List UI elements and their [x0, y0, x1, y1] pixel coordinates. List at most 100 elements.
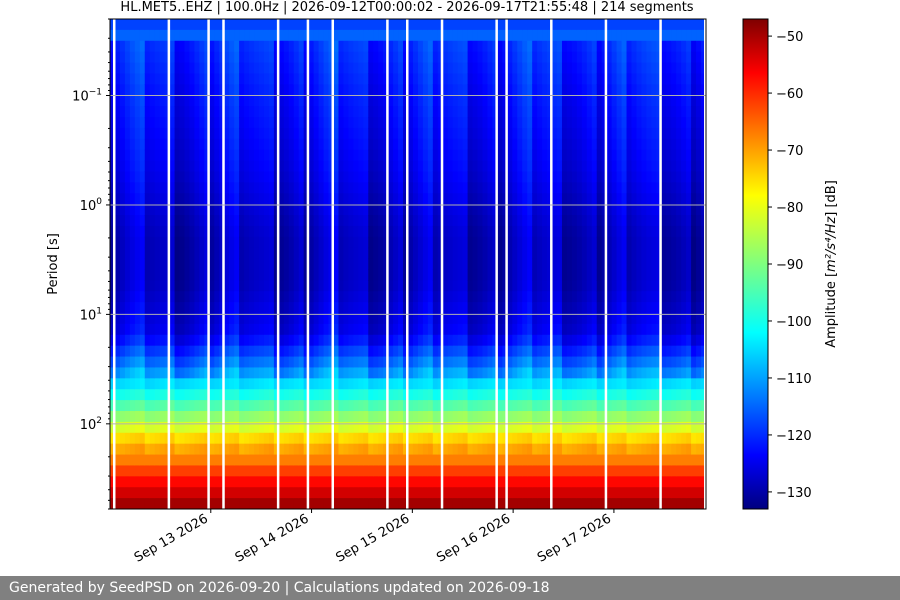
heatmap-cell	[586, 432, 593, 445]
heatmap-cell	[457, 313, 464, 325]
heatmap-cell	[542, 138, 548, 151]
heatmap-cell	[432, 182, 439, 194]
heatmap-cell	[616, 432, 623, 445]
heatmap-cell	[298, 411, 305, 423]
heatmap-cell	[442, 345, 449, 358]
heatmap-cell	[114, 367, 121, 379]
heatmap-cell	[293, 95, 300, 107]
heatmap-cell	[561, 280, 568, 292]
heatmap-cell	[273, 443, 280, 456]
heatmap-cell	[601, 127, 608, 140]
heatmap-cell	[363, 247, 369, 260]
heatmap-cell	[398, 421, 404, 434]
heatmap-cell	[427, 476, 434, 488]
heatmap-cell	[398, 171, 404, 183]
heatmap-cell	[616, 389, 623, 401]
heatmap-cell	[452, 432, 459, 445]
heatmap-cell	[482, 51, 489, 64]
heatmap-cell	[412, 258, 419, 271]
heatmap-cell	[502, 117, 508, 129]
heatmap-cell	[244, 182, 250, 194]
heatmap-cell	[557, 269, 563, 281]
heatmap-cell	[487, 280, 494, 292]
heatmap-cell	[199, 421, 205, 434]
heatmap-cell	[398, 95, 404, 107]
heatmap-cell	[194, 280, 200, 292]
heatmap-cell	[308, 171, 315, 183]
heatmap-cell	[472, 215, 479, 227]
heatmap-cell	[408, 411, 414, 423]
heatmap-cell	[358, 432, 364, 445]
heatmap-cell	[512, 29, 518, 42]
heatmap-cell	[571, 95, 578, 107]
heatmap-cell	[487, 160, 494, 173]
heatmap-cell	[427, 51, 434, 64]
heatmap-cell	[244, 95, 250, 107]
heatmap-cell	[189, 411, 196, 423]
heatmap-cell	[601, 95, 608, 107]
heatmap-cell	[482, 400, 489, 412]
heatmap-cell	[482, 367, 489, 379]
heatmap-cell	[323, 345, 330, 358]
heatmap-cell	[259, 117, 265, 129]
heatmap-cell	[124, 51, 131, 64]
heatmap-cell	[512, 334, 518, 347]
heatmap-cell	[259, 432, 265, 445]
heatmap-cell	[457, 160, 464, 173]
heatmap-cell	[561, 182, 568, 194]
heatmap-cell	[278, 117, 285, 129]
heatmap-cell	[149, 149, 156, 162]
heatmap-cell	[154, 498, 161, 509]
heatmap-cell	[432, 498, 439, 509]
heatmap-cell	[373, 378, 379, 390]
heatmap-cell	[646, 138, 652, 151]
heatmap-cell	[571, 236, 578, 249]
heatmap-cell	[537, 247, 543, 260]
heatmap-cell	[651, 313, 657, 325]
heatmap-cell	[338, 138, 345, 151]
heatmap-cell	[353, 334, 359, 347]
heatmap-cell	[383, 454, 389, 467]
heatmap-cell	[393, 106, 399, 118]
heatmap-cell	[626, 280, 633, 292]
heatmap-cell	[388, 280, 394, 292]
heatmap-cell	[194, 29, 200, 42]
heatmap-cell	[641, 389, 647, 401]
heatmap-cell	[651, 421, 657, 434]
heatmap-cell	[224, 73, 230, 85]
heatmap-cell	[408, 487, 414, 499]
heatmap-cell	[403, 106, 409, 118]
heatmap-cell	[259, 280, 265, 292]
heatmap-cell	[542, 215, 548, 227]
heatmap-cell	[189, 356, 196, 369]
heatmap-cell	[308, 476, 315, 488]
heatmap-cell	[437, 367, 444, 379]
heatmap-cell	[323, 73, 330, 85]
heatmap-cell	[244, 367, 250, 379]
heatmap-cell	[477, 171, 484, 183]
heatmap-cell	[268, 19, 275, 31]
heatmap-cell	[333, 476, 340, 488]
heatmap-cell	[338, 29, 345, 42]
heatmap-cell	[442, 84, 449, 96]
heatmap-cell	[408, 149, 414, 162]
heatmap-cell	[631, 258, 638, 271]
heatmap-cell	[199, 182, 205, 194]
heatmap-cell	[482, 19, 489, 31]
heatmap-cell	[636, 454, 643, 467]
heatmap-cell	[318, 149, 325, 162]
heatmap-cell	[393, 247, 399, 260]
heatmap-cell	[437, 51, 444, 64]
heatmap-cell	[278, 421, 285, 434]
heatmap-cell	[412, 389, 419, 401]
heatmap-cell	[532, 236, 538, 249]
heatmap-cell	[581, 51, 588, 64]
heatmap-cell	[114, 160, 121, 173]
heatmap-cell	[517, 389, 523, 401]
heatmap-cell	[199, 313, 205, 325]
heatmap-cell	[149, 84, 156, 96]
heatmap-cell	[229, 411, 235, 423]
heatmap-cell	[393, 421, 399, 434]
heatmap-cell	[209, 236, 215, 249]
heatmap-cell	[164, 334, 171, 347]
